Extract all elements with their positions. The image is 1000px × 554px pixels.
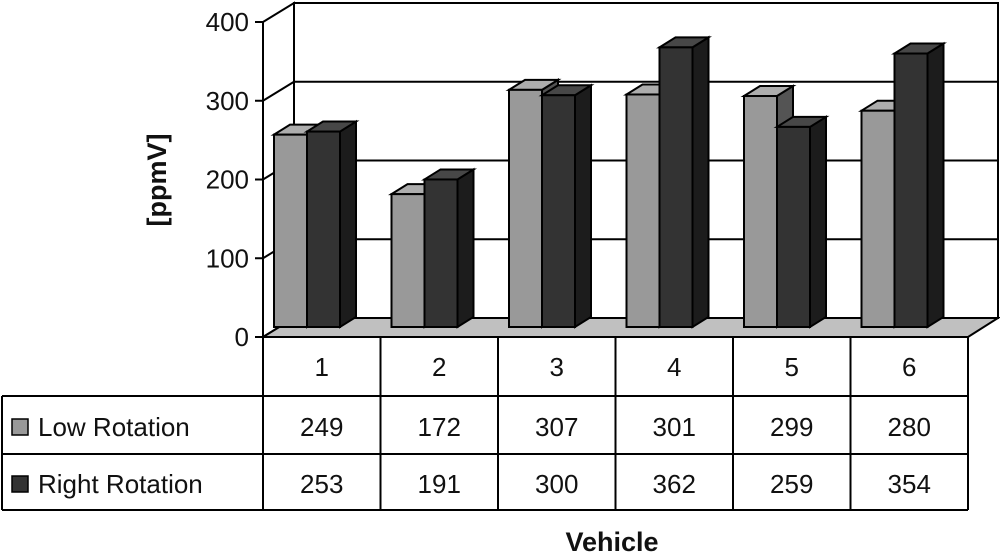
bar — [891, 41, 947, 329]
table-header-cell: 5 — [785, 352, 799, 382]
table-cell: 259 — [770, 469, 813, 499]
table-header-cell: 2 — [432, 352, 446, 382]
bar-front — [390, 193, 426, 328]
y-axis-title: [ppmV] — [142, 134, 172, 227]
legend-swatch — [11, 418, 29, 436]
bar-side — [456, 167, 475, 329]
bar-side — [339, 119, 357, 329]
legend-label: Low Rotation — [38, 412, 190, 442]
y-tick-label: 400 — [206, 7, 249, 37]
bar — [303, 119, 360, 329]
table-cell: 299 — [770, 412, 813, 442]
bar-front — [508, 88, 543, 328]
table-header-cell: 6 — [902, 352, 916, 382]
bar-front — [860, 109, 896, 328]
bar-side — [691, 35, 710, 329]
table-cell: 172 — [418, 412, 461, 442]
bar — [421, 167, 477, 329]
bars — [270, 35, 947, 329]
table-cell: 280 — [888, 412, 931, 442]
table-cell: 300 — [535, 469, 578, 499]
y-tick-label: 100 — [206, 243, 249, 273]
legend-swatch — [11, 475, 29, 493]
table-cells: 1 249 253 2 172 191 3 307 300 4 301 362 5 299 259 6 280 3… — [300, 352, 931, 499]
legend-label: Right Rotation — [38, 469, 203, 499]
bar-front — [423, 178, 459, 328]
y-tick-label: 200 — [206, 165, 249, 195]
gridline-side — [262, 80, 295, 102]
bar-front — [541, 94, 576, 328]
table-cell: 307 — [535, 412, 578, 442]
table-cell: 191 — [418, 469, 461, 499]
bar-side — [574, 83, 592, 329]
bar-front — [743, 95, 778, 328]
bar — [538, 83, 595, 329]
x-axis-title: Vehicle — [565, 527, 658, 554]
y-ticks: 0 100 200 300 400 — [206, 7, 263, 352]
bar-front — [776, 125, 811, 328]
legend: Low Rotation Right Rotation — [11, 412, 203, 499]
table-cell: 253 — [300, 469, 343, 499]
table-header-cell: 4 — [667, 352, 681, 382]
bar — [656, 35, 712, 329]
bar-side — [809, 115, 827, 329]
table-header-cell: 1 — [315, 352, 329, 382]
bar-side — [926, 41, 945, 329]
y-tick-label: 300 — [206, 86, 249, 116]
table-column-lines — [379, 337, 852, 510]
table-header-cell: 3 — [550, 352, 564, 382]
table-cell: 362 — [653, 469, 696, 499]
bar — [773, 115, 830, 329]
bar-front — [625, 93, 661, 329]
table-cell: 354 — [888, 469, 931, 499]
table-cell: 301 — [653, 412, 696, 442]
bar-front — [306, 130, 341, 328]
bar-front — [273, 133, 308, 328]
y-tick-label: 0 — [235, 322, 249, 352]
bar-front — [658, 46, 694, 328]
data-table: 1 249 253 2 172 191 3 307 300 4 301 362 5 299 259 6 280 3… — [1, 337, 969, 511]
table-cell: 249 — [300, 412, 343, 442]
bar-front — [893, 52, 929, 328]
